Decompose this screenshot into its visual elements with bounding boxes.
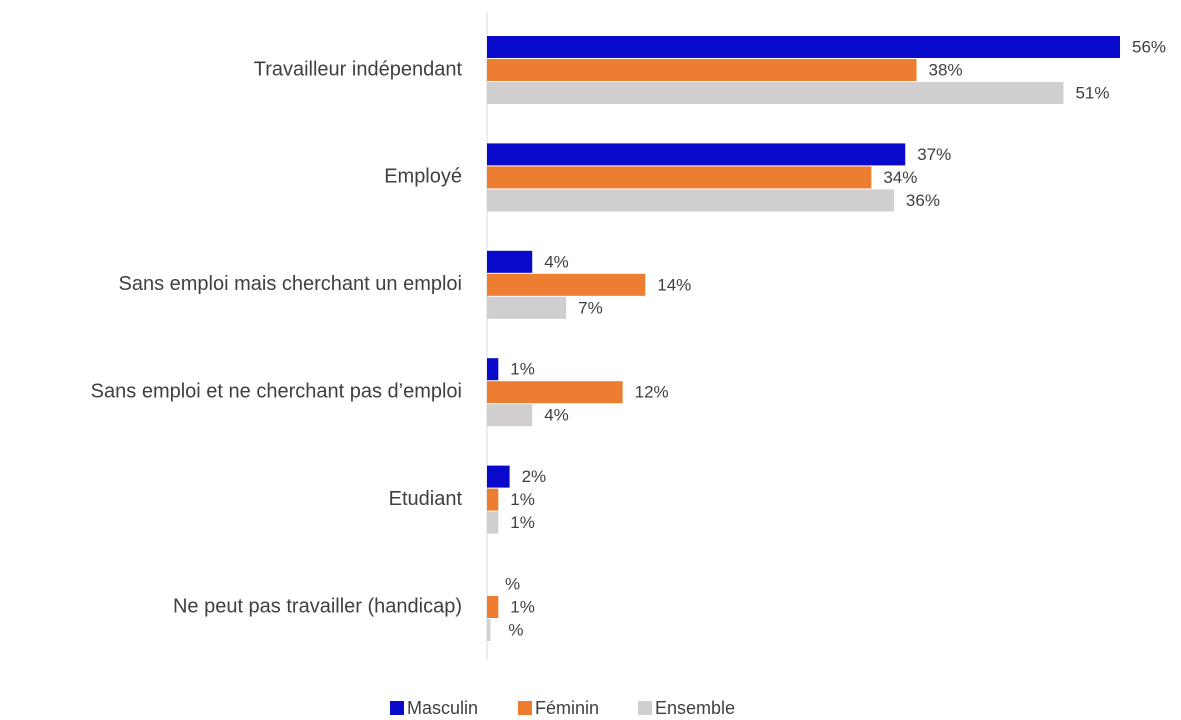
category-label: Employé: [384, 166, 462, 188]
bar: [487, 596, 499, 618]
bar: [487, 511, 499, 534]
data-label: 1%: [510, 360, 535, 379]
bar: [487, 273, 646, 296]
bar: [487, 250, 533, 273]
data-label: 38%: [929, 60, 963, 79]
data-label: 51%: [1075, 83, 1109, 102]
data-label: 36%: [906, 191, 940, 210]
legend-label: Ensemble: [655, 698, 735, 718]
data-label: 56%: [1132, 37, 1166, 56]
data-label: %: [508, 620, 523, 639]
bar: [487, 619, 491, 641]
legend-swatch: [390, 701, 404, 715]
data-label: 1%: [510, 597, 535, 616]
legend-label: Féminin: [535, 698, 599, 718]
legend-label: Masculin: [407, 698, 478, 718]
legend-swatch: [518, 701, 532, 715]
category-label: Sans emploi et ne cherchant pas d’emploi: [91, 380, 462, 402]
category-label: Travailleur indépendant: [254, 58, 463, 80]
bar: [487, 82, 1064, 104]
data-label: 34%: [883, 168, 917, 187]
data-label: 12%: [635, 383, 669, 402]
bar: [487, 488, 499, 511]
category-label: Ne peut pas travailler (handicap): [173, 595, 462, 617]
data-label: 7%: [578, 298, 603, 317]
data-label: 4%: [544, 252, 569, 271]
bar: [487, 358, 499, 381]
data-label: 2%: [522, 467, 547, 486]
data-label: %: [505, 574, 520, 593]
bar: [487, 166, 872, 189]
bar: [487, 59, 917, 81]
category-label: Sans emploi mais cherchant un emploi: [118, 273, 462, 295]
legend-swatch: [638, 701, 652, 715]
data-label: 1%: [510, 490, 535, 509]
bar: [487, 381, 623, 404]
data-label: 14%: [657, 275, 691, 294]
bar: [487, 189, 894, 212]
bar: [487, 296, 567, 319]
bar: [487, 36, 1120, 58]
data-label: 4%: [544, 406, 569, 425]
data-label: 37%: [917, 145, 951, 164]
bar: [487, 404, 533, 427]
data-label: 1%: [510, 513, 535, 532]
bar: [487, 465, 510, 488]
category-label: Etudiant: [389, 488, 463, 510]
bar: [487, 143, 906, 166]
